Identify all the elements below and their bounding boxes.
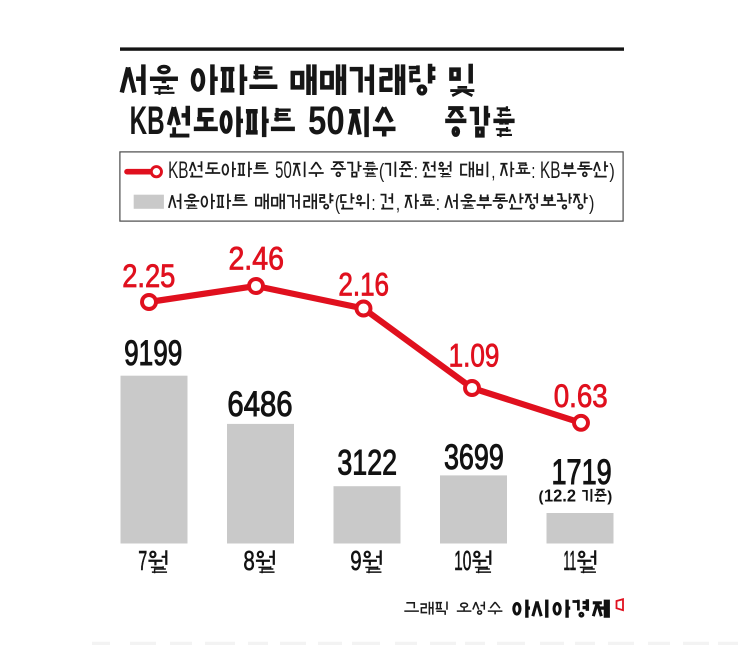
svg-text:,: , <box>491 160 495 183</box>
svg-text:50: 50 <box>308 99 345 143</box>
svg-text:1.09: 1.09 <box>449 337 500 373</box>
svg-text::: : <box>414 160 418 183</box>
svg-text:8: 8 <box>243 545 254 576</box>
svg-text:(: ( <box>539 488 544 505</box>
svg-text:(: ( <box>335 192 341 215</box>
svg-text::: : <box>371 192 375 215</box>
svg-text:3122: 3122 <box>337 444 397 483</box>
svg-text:,: , <box>396 192 400 215</box>
svg-text:6486: 6486 <box>227 385 292 424</box>
svg-text::: : <box>436 192 440 215</box>
svg-text:(: ( <box>379 160 385 183</box>
svg-text:KB: KB <box>130 99 165 143</box>
svg-text:11: 11 <box>563 545 576 576</box>
svg-text:KB: KB <box>168 157 188 184</box>
svg-text:): ) <box>607 488 612 505</box>
svg-text:50: 50 <box>275 157 292 184</box>
svg-text:10: 10 <box>454 545 471 576</box>
svg-text:3699: 3699 <box>444 438 504 477</box>
svg-text:1719: 1719 <box>552 453 612 492</box>
svg-text:2.25: 2.25 <box>122 258 175 294</box>
svg-text:): ) <box>609 160 614 183</box>
svg-text:7: 7 <box>138 545 147 576</box>
svg-text:0.63: 0.63 <box>554 378 608 414</box>
svg-text::: : <box>531 160 535 183</box>
svg-text:12.2: 12.2 <box>544 485 576 505</box>
svg-text:9199: 9199 <box>124 334 182 373</box>
svg-text:2.16: 2.16 <box>338 267 389 303</box>
svg-text:KB: KB <box>540 157 560 184</box>
svg-text:): ) <box>589 192 594 215</box>
svg-text:2.46: 2.46 <box>228 240 284 276</box>
svg-text:9: 9 <box>350 545 361 576</box>
